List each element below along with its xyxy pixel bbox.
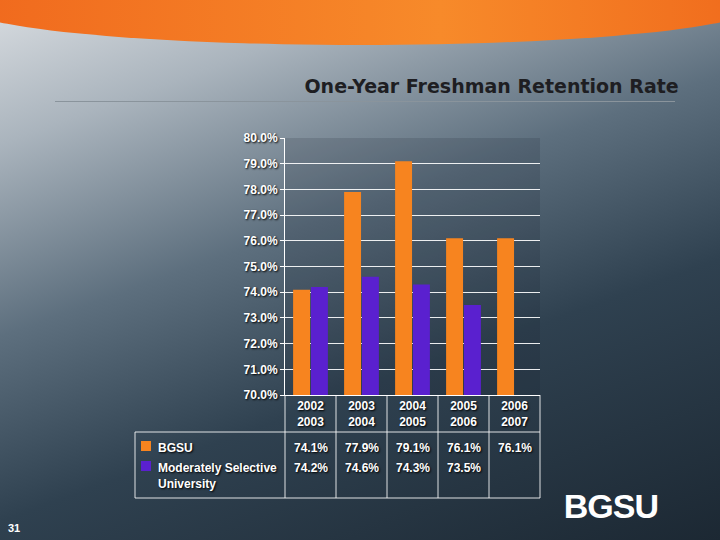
svg-text:70.0%: 70.0% bbox=[244, 388, 278, 402]
svg-text:Moderately SelectiveUniversity: Moderately SelectiveUniversity bbox=[158, 461, 277, 491]
svg-text:71.0%: 71.0% bbox=[244, 363, 278, 377]
html-text:BGSU: BGSU bbox=[563, 487, 658, 525]
svg-text:74.1%: 74.1% bbox=[294, 441, 328, 455]
svg-text:20052006: 20052006 bbox=[450, 399, 477, 429]
svg-text:79.1%: 79.1% bbox=[396, 441, 430, 455]
svg-text:20032004: 20032004 bbox=[348, 399, 375, 429]
svg-text:80.0%: 80.0% bbox=[244, 131, 278, 145]
svg-text:20022003: 20022003 bbox=[297, 399, 324, 429]
svg-text:73.5%: 73.5% bbox=[447, 461, 481, 475]
svg-text:74.3%: 74.3% bbox=[396, 461, 430, 475]
svg-text:20062007: 20062007 bbox=[501, 399, 528, 429]
svg-text:74.6%: 74.6% bbox=[345, 461, 379, 475]
svg-text:79.0%: 79.0% bbox=[244, 157, 278, 171]
svg-text:74.0%: 74.0% bbox=[244, 285, 278, 299]
html-text:31: 31 bbox=[8, 522, 21, 534]
svg-text:73.0%: 73.0% bbox=[244, 311, 278, 325]
svg-text:76.0%: 76.0% bbox=[244, 234, 278, 248]
svg-text:77.9%: 77.9% bbox=[345, 441, 379, 455]
svg-text:76.1%: 76.1% bbox=[447, 441, 481, 455]
svg-text:76.1%: 76.1% bbox=[498, 441, 532, 455]
svg-text:75.0%: 75.0% bbox=[244, 260, 278, 274]
svg-text:One-Year Freshman Retention Ra: One-Year Freshman Retention Rate bbox=[304, 75, 678, 97]
svg-text:78.0%: 78.0% bbox=[244, 183, 278, 197]
svg-text:77.0%: 77.0% bbox=[244, 208, 278, 222]
svg-text:20042005: 20042005 bbox=[399, 399, 426, 429]
svg-text:74.2%: 74.2% bbox=[294, 461, 328, 475]
svg-text:72.0%: 72.0% bbox=[244, 337, 278, 351]
svg-text:BGSU: BGSU bbox=[158, 441, 193, 455]
